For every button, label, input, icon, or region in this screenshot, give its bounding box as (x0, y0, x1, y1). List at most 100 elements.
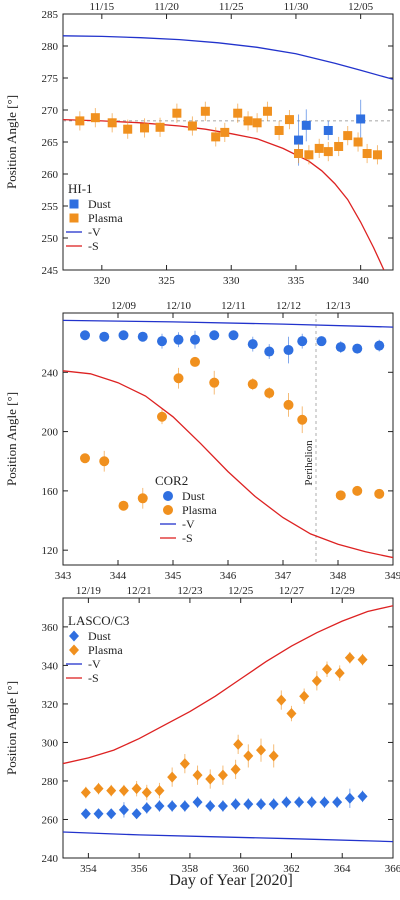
panel-2: 343 344 345 346 347 348 349 12/09 12/10 12/11 12/1… (4, 300, 400, 582)
plasma-point (173, 373, 184, 384)
plasma-point (357, 654, 368, 666)
dust-point (190, 334, 200, 345)
x-axis-label: Day of Year [2020] (169, 872, 293, 889)
y-tick-label: 245 (42, 265, 59, 277)
dust-point (179, 800, 190, 812)
dust-point (228, 330, 239, 341)
dust-point (118, 804, 129, 816)
dust-point (154, 800, 165, 812)
plasma-point (172, 108, 182, 118)
top-date-label: 11/30 (284, 1, 309, 13)
plasma-point (247, 379, 258, 390)
curve-minus-v (63, 319, 393, 328)
x-tick-label: 340 (352, 275, 369, 287)
dust-point (297, 336, 308, 347)
plasma-point (268, 750, 279, 762)
curve-minus-s (63, 370, 393, 559)
dust-point (301, 120, 311, 130)
dust-point (167, 800, 178, 812)
top-date-label: 12/13 (325, 300, 351, 312)
plasma-point (286, 708, 297, 720)
dust-point (80, 330, 90, 341)
plasma-point (179, 758, 190, 770)
plasma-point (274, 125, 284, 135)
plasma-point (137, 493, 148, 504)
y-tick-label: 260 (42, 814, 59, 826)
y-tick-label: 340 (42, 660, 59, 672)
dust-point (374, 340, 385, 351)
markers-group (80, 651, 368, 820)
plasma-point (190, 356, 200, 367)
dust-point (209, 330, 220, 341)
plasma-point (343, 131, 353, 141)
top-date-label: 12/11 (221, 300, 246, 312)
x-tick-label: 320 (94, 275, 111, 287)
x-tick-label: 344 (110, 570, 127, 582)
dust-point (157, 336, 167, 347)
panel-1: 320 325 330 335 340 11/15 11/20 11/25 11/30 12/05… (4, 1, 394, 287)
x-tick-label: 354 (80, 863, 97, 875)
x-tick-label: 325 (158, 275, 175, 287)
plasma-point (90, 113, 100, 123)
plasma-point (334, 141, 344, 151)
curve-minus-s (63, 118, 385, 270)
dust-point (332, 796, 343, 808)
plasma-point (311, 675, 322, 687)
top-date-label: 12/09 (111, 300, 137, 312)
markers-group (80, 330, 385, 511)
y-tick-label: 270 (42, 105, 59, 117)
x-tick-label: 349 (385, 570, 400, 582)
x-tick-label: 362 (283, 863, 300, 875)
x-tick-label: 360 (232, 863, 249, 875)
y-tick-label: 275 (42, 73, 59, 85)
dust-point (283, 345, 294, 356)
curve-minus-v (63, 831, 393, 843)
top-date-label: 12/29 (330, 585, 356, 597)
dust-point (99, 331, 110, 342)
x-tick-label: 356 (131, 863, 148, 875)
y-axis-label: Position Angle [°] (4, 681, 19, 775)
plasma-point (276, 694, 287, 706)
plasma-point (314, 143, 324, 153)
curve-minus-s (63, 605, 393, 765)
panel-label: COR2 (155, 473, 188, 488)
dust-point (137, 331, 148, 342)
panel-3: 354 356 358 360 362 364 366 12/19 12/21 12/23 12/2… (4, 585, 400, 875)
plasma-point (131, 783, 142, 795)
legend-marker-plasma (163, 505, 173, 515)
plasma-point (243, 750, 254, 762)
y-tick-label: 265 (42, 137, 59, 149)
plasma-point (205, 773, 216, 785)
plasma-point (252, 118, 262, 128)
y-tick-label: 320 (42, 699, 59, 711)
top-date-label: 12/05 (348, 1, 374, 13)
dust-point (316, 336, 327, 347)
panel-label: LASCO/C3 (68, 613, 129, 628)
plasma-point (335, 490, 346, 501)
dust-point (294, 796, 305, 808)
plasma-point (154, 785, 165, 797)
y-tick-label: 240 (42, 367, 59, 379)
markers-group (75, 99, 382, 166)
plasma-point (220, 127, 230, 137)
y-tick-label: 285 (42, 9, 59, 21)
legend-marker-dust (69, 199, 79, 209)
top-date-label: 11/20 (154, 1, 179, 13)
legend-label: Plasma (88, 643, 123, 657)
legend-label: Dust (88, 629, 111, 643)
top-date-label: 12/25 (228, 585, 254, 597)
top-date-label: 12/10 (166, 300, 192, 312)
plasma-point (75, 116, 85, 126)
plasma-point (352, 485, 363, 496)
plasma-point (344, 652, 355, 664)
dust-point (192, 796, 203, 808)
plasma-point (200, 106, 210, 116)
plasma-point (93, 783, 104, 795)
y-tick-label: 260 (42, 169, 59, 181)
plasma-point (99, 456, 110, 467)
dust-point (131, 808, 142, 820)
legend-marker-dust (69, 630, 79, 642)
dust-point (323, 125, 333, 135)
plasma-point (107, 118, 117, 128)
